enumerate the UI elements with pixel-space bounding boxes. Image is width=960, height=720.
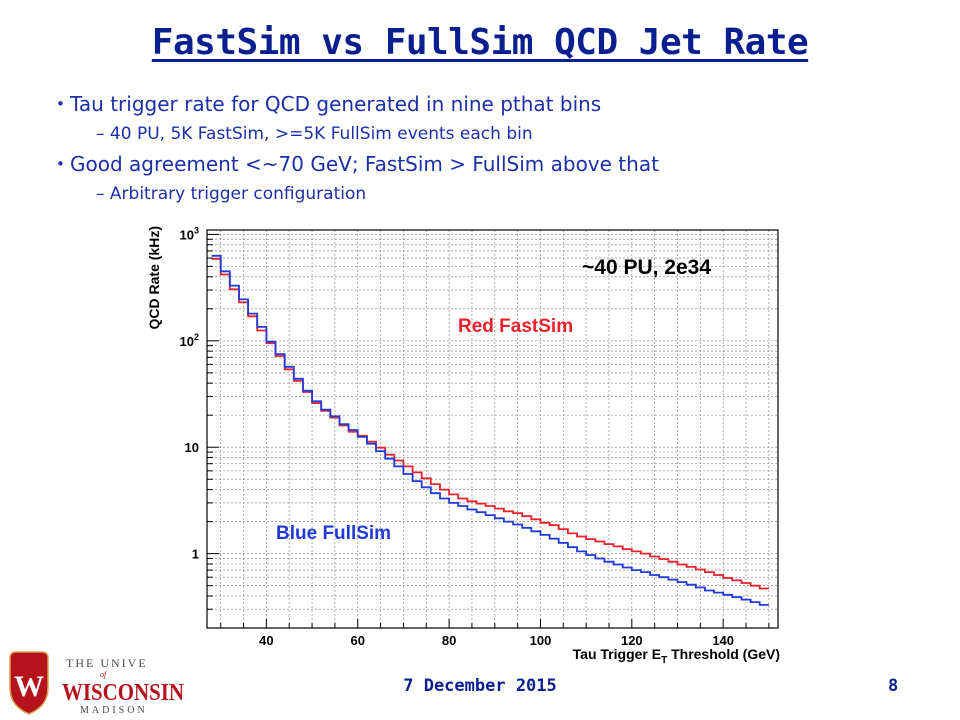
university-logo: W THE UNIVE of WISCONSIN MADISON [9,651,185,716]
bullet-text: Good agreement <~70 GeV; FastSim > FullS… [70,152,659,176]
y-tick-label: 10 [185,440,199,455]
logo-line-wisconsin: WISCONSIN [62,680,185,706]
x-tick-label: 120 [621,633,643,648]
y-tick-label-base: 10 [180,334,194,349]
y-tick-label-base: 10 [180,227,194,242]
logo-line-madison: MADISON [80,705,148,716]
y-tick-label-base: 10 [185,440,199,455]
series-line-fastsim [211,257,769,590]
x-axis-label-tail: Threshold (GeV) [667,646,780,662]
annotation-pileup: ~40 PU, 2e34 [582,256,711,279]
slide-title: FastSim vs FullSim QCD Jet Rate [151,22,809,63]
x-axis-label: Tau Trigger ET Threshold (GeV) [573,646,780,666]
y-tick-label: 103 [180,225,199,242]
x-tick-label: 60 [351,633,365,648]
x-axis-label-subscript: T [661,655,667,666]
annotation-fullsim: Blue FullSim [276,523,391,544]
series-line-fullsim [211,254,769,606]
x-tick-label: 100 [530,633,552,648]
footer-date: 7 December 2015 [403,676,557,696]
y-tick-label-exponent: 2 [194,332,199,342]
bullet-list: • Tau trigger rate for QCD generated in n… [56,88,936,208]
series-layer [211,254,769,606]
y-tick-label-exponent: 3 [194,225,199,235]
bullet-dot-icon: • [56,155,65,173]
x-tick-label: 80 [442,633,456,648]
x-axis-label-main: Tau Trigger E [573,646,661,662]
crest-shield-icon [9,651,49,715]
x-tick-label: 140 [712,633,734,648]
logo-line-university: THE UNIVE [66,656,148,670]
bullet-text: Tau trigger rate for QCD generated in ni… [70,92,602,116]
chart-background [145,222,785,668]
bullet-item: • Tau trigger rate for QCD generated in n… [56,88,936,120]
y-tick-label-base: 1 [192,547,199,562]
annotation-fastsim: Red FastSim [458,316,573,337]
grid-lines [207,230,778,629]
plot-frame [206,229,779,629]
logo-line-of: of [100,670,108,679]
y-tick-label: 102 [180,332,199,349]
x-tick-label: 40 [259,633,273,648]
page-number: 8 [888,676,899,696]
sub-bullet-item: – 40 PU, 5K FastSim, >=5K FullSim events… [96,124,533,144]
bullet-dot-icon: • [56,95,65,113]
y-tick-label: 1 [192,547,199,562]
bullet-item: • Good agreement <~70 GeV; FastSim > Full… [56,148,936,180]
sub-bullet-item: – Arbitrary trigger configuration [96,184,367,204]
y-axis-label: QCD Rate (kHz) [146,226,162,329]
crest-letter: W [14,670,44,703]
